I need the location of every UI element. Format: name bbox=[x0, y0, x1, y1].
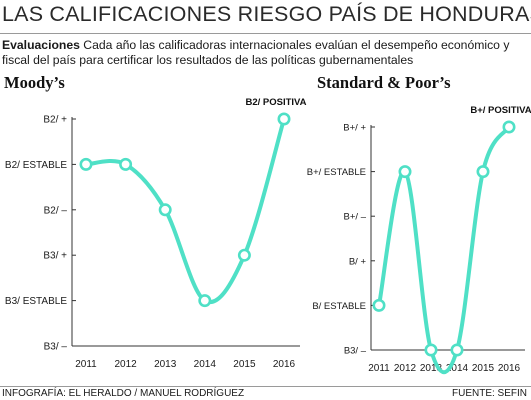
sp-data-point bbox=[450, 343, 464, 357]
moodys-data-point bbox=[119, 157, 133, 171]
sp-chart-title: Standard & Poor’s bbox=[317, 73, 451, 92]
moodys-y-tick-label: B3/ – bbox=[44, 342, 68, 353]
moodys-y-tick-label: B3/ + bbox=[43, 251, 67, 262]
moodys-y-tick-label: B2/ – bbox=[44, 205, 68, 216]
moodys-chart-title: Moody’s bbox=[4, 73, 65, 92]
sp-data-point bbox=[502, 120, 516, 134]
sp-data-point bbox=[476, 165, 490, 179]
intro-lead: Evaluaciones bbox=[2, 38, 80, 52]
moodys-y-tick-label: B2/ + bbox=[43, 115, 67, 126]
sp-x-tick-label: 2011 bbox=[368, 363, 390, 374]
moodys-x-tick-label: 2012 bbox=[114, 359, 137, 370]
moodys-data-point bbox=[237, 248, 251, 262]
moodys-data-point bbox=[158, 203, 172, 217]
moodys-data-point bbox=[277, 112, 291, 126]
moodys-x-tick-label: 2015 bbox=[233, 359, 256, 370]
moodys-y-tick-label: B3/ ESTABLE bbox=[5, 296, 67, 307]
sp-x-tick-label: 2013 bbox=[420, 363, 443, 374]
source-line: FUENTE: SEFIN bbox=[451, 388, 527, 399]
intro-text: Cada año las calificadoras internacional… bbox=[2, 38, 510, 67]
sp-y-tick-label: B3/ – bbox=[344, 346, 367, 357]
moodys-x-tick-label: 2011 bbox=[75, 359, 97, 370]
sp-y-tick-label: B/ + bbox=[349, 256, 367, 267]
moodys-data-point bbox=[79, 157, 93, 171]
sp-series-line bbox=[377, 125, 511, 374]
sp-y-tick-label: B+/ + bbox=[343, 123, 366, 134]
sp-x-tick-label: 2016 bbox=[498, 363, 521, 374]
sp-y-tick-label: B/ ESTABLE bbox=[312, 301, 366, 312]
title-divider bbox=[0, 33, 531, 34]
sp-y-tick-label: B+/ – bbox=[344, 212, 367, 223]
moodys-data-point bbox=[198, 294, 212, 308]
sp-data-point bbox=[398, 165, 412, 179]
moodys-x-tick-label: 2013 bbox=[154, 359, 177, 370]
sp-x-tick-label: 2012 bbox=[394, 363, 417, 374]
infographic-title: LAS CALIFICACIONES RIESGO PAÍS DE HONDUR… bbox=[2, 2, 531, 26]
sp-x-tick-label: 2014 bbox=[446, 363, 469, 374]
sp-y-tick-label: B+/ ESTABLE bbox=[307, 167, 366, 178]
moodys-y-tick-label: B2/ ESTABLE bbox=[5, 160, 67, 171]
sp-x-tick-label: 2015 bbox=[472, 363, 495, 374]
sp-annotation: B+/ POSITIVA bbox=[470, 105, 531, 116]
intro-paragraph: Evaluaciones Cada año las calificadoras … bbox=[2, 38, 527, 68]
credit-line: INFOGRAFÍA: EL HERALDO / MANUEL RODRÍGUE… bbox=[2, 388, 245, 399]
moodys-x-tick-label: 2016 bbox=[273, 359, 296, 370]
sp-data-point bbox=[372, 298, 386, 312]
footer-divider bbox=[0, 386, 531, 387]
moodys-annotation: B2/ POSITIVA bbox=[245, 97, 306, 108]
moodys-x-tick-label: 2014 bbox=[194, 359, 217, 370]
sp-data-point bbox=[424, 343, 438, 357]
